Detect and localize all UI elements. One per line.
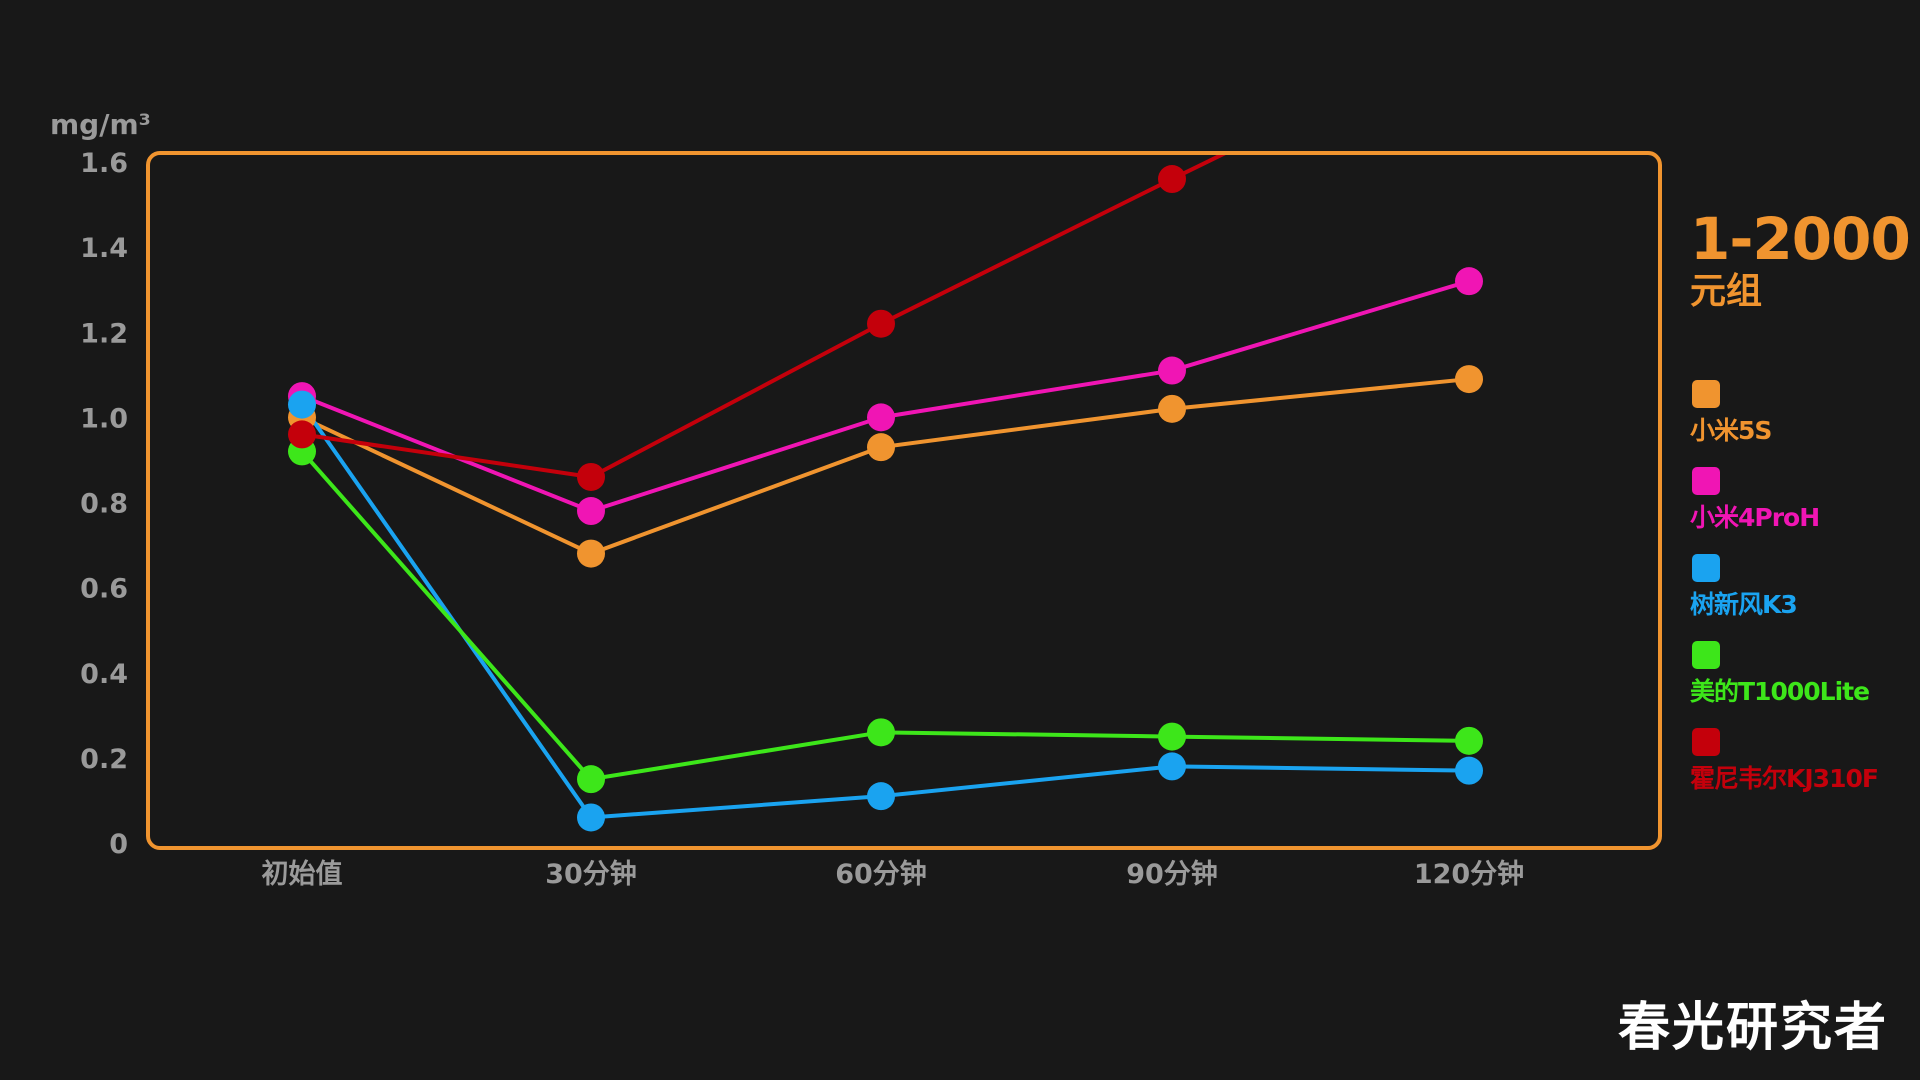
data-point: [577, 462, 605, 491]
data-point: [1158, 722, 1186, 751]
data-point: [867, 309, 895, 338]
data-point: [577, 497, 605, 526]
x-tick-label: 60分钟: [835, 859, 927, 890]
watermark: 春光研究者: [1618, 998, 1889, 1058]
legend-item: 美的T1000Lite: [1690, 641, 1920, 728]
x-tick-label: 30分钟: [545, 859, 637, 890]
data-point: [1455, 20, 1483, 48]
y-tick-label: 1.2: [80, 318, 128, 349]
data-point: [1158, 165, 1186, 194]
y-axis-unit: mg/m³: [50, 108, 151, 141]
price-group-title: 1-2000: [1690, 205, 1911, 273]
price-group-subtitle: 元组: [1690, 271, 1763, 312]
y-tick-label: 0.6: [80, 574, 128, 605]
legend-label: 美的T1000Lite: [1690, 677, 1870, 706]
data-point: [1158, 356, 1186, 385]
x-tick-label: 120分钟: [1414, 859, 1524, 890]
plot-frame: [146, 151, 1662, 850]
y-tick-label: 0: [109, 829, 128, 860]
data-point: [577, 539, 605, 568]
legend-label: 小米5S: [1690, 416, 1772, 445]
y-tick-label: 1.0: [80, 403, 128, 434]
data-point: [288, 420, 316, 449]
y-tick-label: 1.6: [80, 148, 128, 179]
data-point: [1158, 394, 1186, 423]
data-point: [1455, 726, 1483, 755]
x-tick-label: 初始值: [262, 858, 343, 890]
data-point: [1455, 365, 1483, 394]
data-point: [867, 782, 895, 811]
legend-label: 霍尼韦尔KJ310F: [1690, 764, 1879, 793]
data-point: [867, 718, 895, 747]
data-point: [577, 765, 605, 794]
legend-item: 树新风K3: [1690, 554, 1920, 641]
legend-swatch: [1692, 641, 1720, 669]
data-point: [867, 433, 895, 462]
data-point: [1455, 267, 1483, 296]
x-tick-label: 90分钟: [1126, 859, 1218, 890]
data-point: [867, 403, 895, 432]
legend-label: 树新风K3: [1690, 590, 1798, 619]
data-point: [577, 803, 605, 832]
legend-item: 霍尼韦尔KJ310F: [1690, 728, 1920, 815]
y-tick-label: 0.4: [80, 659, 128, 690]
legend-swatch: [1692, 728, 1720, 756]
legend-swatch: [1692, 467, 1720, 495]
series-layer: [288, 20, 1483, 832]
y-tick-label: 0.2: [80, 744, 128, 775]
y-tick-label: 0.8: [80, 489, 128, 520]
legend: 小米5S 小米4ProH 树新风K3 美的T1000Lite 霍尼韦尔KJ310F: [1690, 380, 1920, 815]
data-point: [288, 390, 316, 419]
y-tick-label: 1.4: [80, 233, 128, 264]
legend-item: 小米4ProH: [1690, 467, 1920, 554]
legend-swatch: [1692, 554, 1720, 582]
legend-swatch: [1692, 380, 1720, 408]
data-point: [1455, 756, 1483, 785]
data-point: [1158, 752, 1186, 781]
legend-item: 小米5S: [1690, 380, 1920, 467]
legend-label: 小米4ProH: [1690, 503, 1820, 532]
